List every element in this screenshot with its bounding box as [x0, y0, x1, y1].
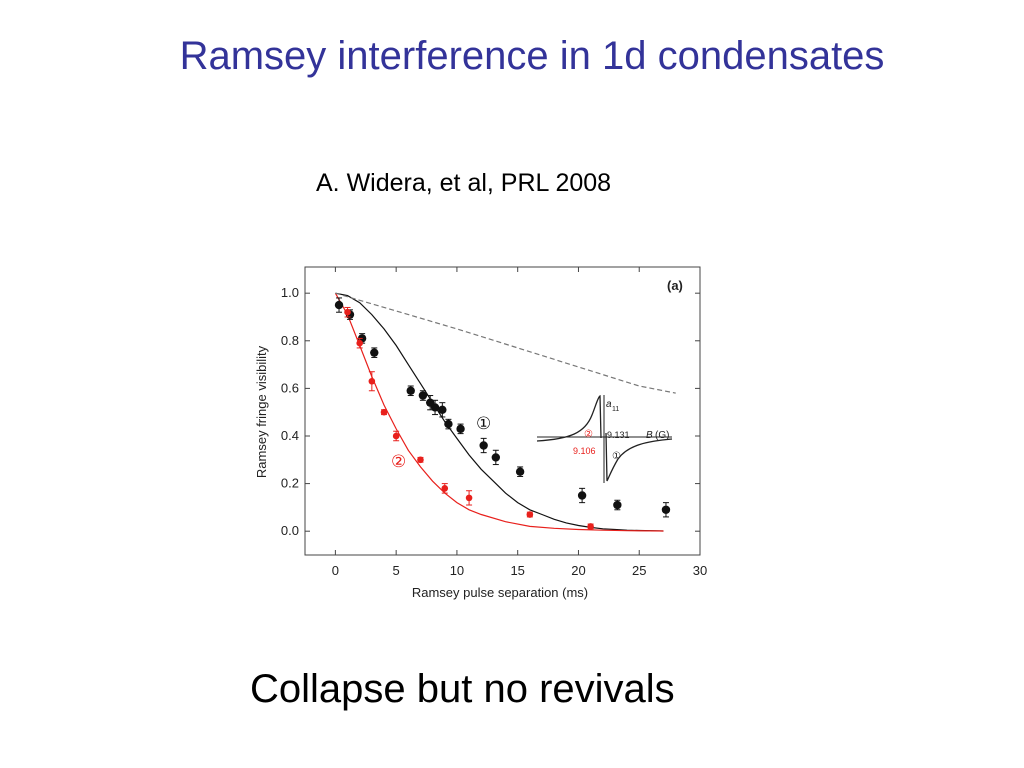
- panel-label: (a): [667, 278, 683, 293]
- inset-label-1: ①: [612, 451, 621, 462]
- data-point: [577, 491, 587, 500]
- data-point: [368, 377, 376, 385]
- data-point: [430, 403, 440, 412]
- data-point: [334, 300, 344, 310]
- inset-tick-9106: 9.106: [573, 446, 596, 456]
- slide-caption: Collapse but no revivals: [250, 667, 675, 711]
- y-tick-label: 0.6: [281, 380, 299, 395]
- slide-title: Ramsey interference in 1d condensates: [179, 34, 885, 78]
- data-point: [344, 308, 351, 316]
- y-axis-label: Ramsey fringe visibility: [254, 345, 269, 478]
- data-points: [334, 297, 671, 530]
- x-tick-label: 25: [632, 563, 646, 578]
- y-tick-label: 0.0: [281, 523, 299, 538]
- inset-curve-lower: [605, 432, 673, 482]
- data-point: [613, 500, 622, 510]
- data-point: [444, 419, 453, 429]
- y-tick-label: 0.8: [281, 333, 299, 348]
- data-point: [370, 348, 379, 357]
- x-axis-label: Ramsey pulse separation (ms): [412, 585, 588, 600]
- x-tick-label: 10: [450, 563, 464, 578]
- inset-label-2: ②: [584, 429, 593, 440]
- plot-frame: [304, 266, 701, 556]
- y-tick-label: 1.0: [281, 285, 299, 300]
- data-point: [406, 386, 415, 395]
- data-point: [661, 505, 671, 514]
- data-point: [479, 441, 488, 450]
- y-tick-label: 0.2: [281, 476, 299, 491]
- series-label-1: ①: [476, 414, 491, 433]
- x-tick-label: 0: [332, 563, 339, 578]
- axis-ticks: 0 5 10 15 20 25 30 0.0 0.2 0.4 0.6 0.8 1.0: [281, 267, 707, 578]
- fit-curve-1: [335, 292, 664, 532]
- x-tick-label: 5: [393, 563, 400, 578]
- data-point: [587, 523, 594, 530]
- data-point: [380, 408, 388, 416]
- data-point: [356, 339, 363, 347]
- visibility-chart: 0 5 10 15 20 25 30 0.0 0.2 0.4 0.6 0.8 1.0 (a) Ramse…: [254, 266, 707, 600]
- data-point: [417, 456, 424, 464]
- data-point: [456, 424, 465, 434]
- data-point: [526, 511, 534, 518]
- inset-y-sub: 11: [612, 406, 619, 413]
- x-tick-label: 15: [510, 563, 524, 578]
- citation: A. Widera, et al, PRL 2008: [316, 169, 612, 197]
- inset-curve-upper: [536, 394, 602, 442]
- inset-plot: ② ① 9.131 9.106 B (G) a 11: [536, 394, 673, 483]
- data-point: [392, 432, 400, 440]
- inset-x-unit: (G): [655, 430, 669, 441]
- fit-curve-3: [335, 292, 676, 394]
- x-tick-label: 20: [571, 563, 585, 578]
- data-point: [441, 485, 449, 492]
- y-tick-label: 0.4: [281, 428, 299, 443]
- inset-tick-9131: 9.131: [607, 430, 630, 440]
- series-label-2: ②: [391, 452, 406, 471]
- inset-x-label: B: [646, 430, 653, 441]
- x-tick-label: 30: [693, 563, 707, 578]
- data-point: [438, 405, 447, 415]
- data-point: [465, 494, 473, 502]
- data-point: [515, 467, 525, 476]
- data-point: [491, 453, 501, 462]
- data-point: [418, 391, 428, 400]
- inset-y-label: a: [606, 399, 612, 410]
